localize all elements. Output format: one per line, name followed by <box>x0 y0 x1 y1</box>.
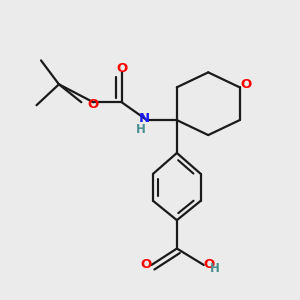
Text: O: O <box>241 78 252 92</box>
Text: H: H <box>136 123 146 136</box>
Text: N: N <box>139 112 150 125</box>
Text: O: O <box>88 98 99 111</box>
Text: O: O <box>116 62 127 75</box>
Text: O: O <box>203 259 215 272</box>
Text: H: H <box>210 262 220 275</box>
Text: O: O <box>140 259 152 272</box>
